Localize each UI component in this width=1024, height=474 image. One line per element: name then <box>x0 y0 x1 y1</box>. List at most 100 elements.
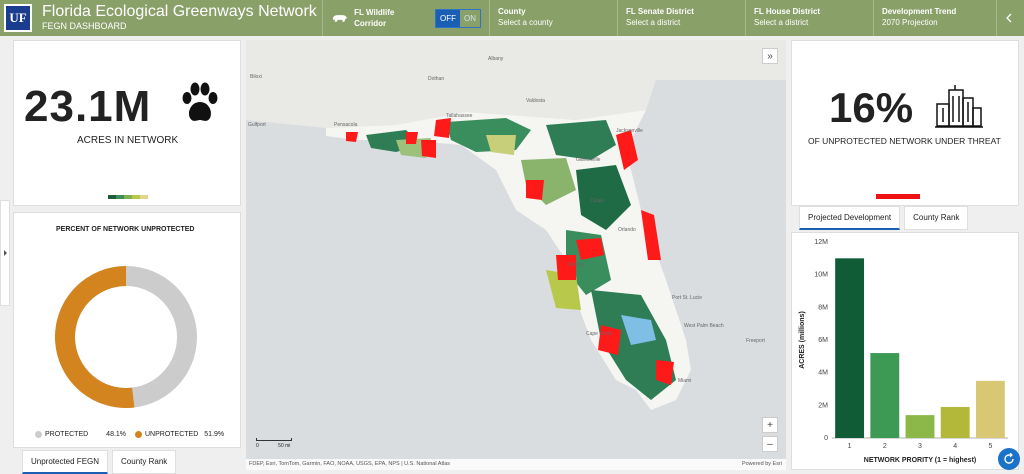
unprotected-value: 51.9% <box>204 431 225 438</box>
map-label: Gainesville <box>576 157 601 163</box>
legend-swatch <box>108 195 116 199</box>
map-label: West Palm Beach <box>684 323 724 329</box>
y-tick-label: 6M <box>818 337 828 344</box>
x-tick-label: 2 <box>883 443 887 450</box>
app-title: Florida Ecological Greenways Network <box>42 3 317 20</box>
map-label: Biloxi <box>250 74 262 80</box>
legend-swatch <box>140 195 148 199</box>
tab-unprotected-fegn[interactable]: Unprotected FEGN <box>22 450 109 474</box>
powered-by-esri[interactable]: Powered by Esri <box>741 461 782 467</box>
scale-line <box>256 438 292 441</box>
senate-label: FL Senate District <box>626 7 694 16</box>
acres-label: ACRES IN NETWORK <box>77 135 179 146</box>
toggle-on[interactable]: ON <box>460 9 480 27</box>
unprotected-label: UNPROTECTED <box>145 431 199 438</box>
senate-district-select[interactable]: FL Senate District Select a district <box>617 0 745 36</box>
projected-development-chart: 0 2M 4M 6M 8M 10M 12M 1 2 3 4 5 ACRES (millions) NETW… <box>799 239 1008 464</box>
wildlife-corridor-control: FL Wildlife Corridor OFF ON <box>322 0 489 36</box>
house-district-select[interactable]: FL House District Select a district <box>745 0 873 36</box>
logo-text: UF <box>4 4 32 32</box>
attribution-text: FDEP, Esri, TomTom, Garmin, FAO, NOAA, U… <box>249 461 451 467</box>
protected-value: 48.1% <box>106 431 127 438</box>
county-select[interactable]: County Select a county <box>489 0 617 36</box>
y-tick-label: 4M <box>818 370 828 377</box>
tab-projected-development[interactable]: Projected Development <box>799 206 901 230</box>
x-tick-label: 3 <box>918 443 922 450</box>
threat-bar <box>876 194 920 199</box>
refresh-icon <box>1004 453 1014 464</box>
x-axis-title: NETWORK PRORITY (1 = highest) <box>864 457 976 464</box>
uf-logo: UF <box>0 0 36 36</box>
map-label: Tampa <box>568 262 584 268</box>
y-tick-label: 8M <box>818 304 828 311</box>
toggle-off[interactable]: OFF <box>436 9 460 27</box>
tab-county-rank-right[interactable]: County Rank <box>904 206 969 230</box>
map-label: Freeport <box>746 338 765 344</box>
bear-icon <box>332 15 348 22</box>
right-tabs: Projected Development County Rank <box>799 206 972 230</box>
threat-value: 16% <box>829 84 914 131</box>
corridor-toggle[interactable]: OFF ON <box>435 8 481 28</box>
zoom-in-button[interactable]: + <box>762 417 778 433</box>
refresh-button[interactable] <box>998 448 1020 470</box>
x-tick-label: 5 <box>988 443 992 450</box>
county-placeholder: Select a county <box>498 18 553 27</box>
map-view[interactable]: Dothan Albany Valdosta Tallahassee Pensa… <box>246 40 786 470</box>
donut-unprotected-slice <box>55 266 135 408</box>
x-tick-label: 1 <box>848 443 852 450</box>
county-label: County <box>498 7 526 16</box>
map-label: Valdosta <box>526 98 546 104</box>
x-tick-label: 4 <box>953 443 957 450</box>
y-axis-title: ACRES (millions) <box>799 311 806 369</box>
paw-icon <box>182 82 218 121</box>
chevron-left-icon <box>1005 13 1011 23</box>
y-tick-label: 0 <box>824 435 828 442</box>
protected-swatch <box>35 431 42 438</box>
map-scale-bar: 0 50 mi <box>256 438 292 449</box>
map-label: Pensacola <box>334 122 358 128</box>
house-label: FL House District <box>754 7 821 16</box>
corridor-label: FL Wildlife Corridor <box>354 8 395 28</box>
map-label: Ocala <box>591 198 605 204</box>
map-label: Cape Coral <box>586 331 612 337</box>
florida-map <box>246 40 786 470</box>
map-label: Tallahassee <box>446 113 473 119</box>
map-label: Port St. Lucie <box>672 295 703 301</box>
unprotected-title: PERCENT OF NETWORK UNPROTECTED <box>56 226 195 233</box>
map-attribution: FDEP, Esri, TomTom, Garmin, FAO, NOAA, U… <box>246 459 786 470</box>
map-label: Gulfport <box>248 122 266 128</box>
bar-priority-1 <box>835 258 865 438</box>
left-panel-toggle[interactable] <box>0 200 10 306</box>
priority-legend-strip <box>108 195 148 199</box>
threat-label: OF UNPROTECTED NETWORK UNDER THREAT <box>808 136 1001 146</box>
unprotected-swatch <box>135 431 142 438</box>
scale-zero: 0 <box>256 443 259 449</box>
bar-priority-4 <box>940 406 970 438</box>
legend-swatch <box>124 195 132 199</box>
app-header: UF Florida Ecological Greenways Network … <box>0 0 1024 36</box>
trend-value: 2070 Projection <box>882 18 938 27</box>
map-label: Albany <box>488 56 504 62</box>
map-label: Dothan <box>428 76 445 82</box>
left-tabs: Unprotected FEGN County Rank <box>22 450 180 474</box>
chevron-right-icon <box>3 250 7 256</box>
development-trend-select[interactable]: Development Trend 2070 Projection <box>873 0 996 36</box>
legend-swatch <box>132 195 140 199</box>
unprotected-card <box>13 212 241 448</box>
trend-label: Development Trend <box>882 7 957 16</box>
tab-county-rank-left[interactable]: County Rank <box>112 450 177 474</box>
senate-placeholder: Select a district <box>626 18 681 27</box>
zoom-out-button[interactable]: – <box>762 436 778 452</box>
bar-priority-3 <box>905 415 935 438</box>
legend-unprotected: UNPROTECTED 51.9% <box>135 431 224 438</box>
collapse-header-button[interactable] <box>996 0 1020 36</box>
map-label: Jacksonville <box>616 128 643 134</box>
acres-card <box>13 40 241 206</box>
legend-protected: PROTECTED 48.1% <box>35 431 126 438</box>
y-tick-label: 2M <box>818 402 828 409</box>
map-label: Miami <box>678 378 692 384</box>
y-tick-label: 12M <box>814 239 828 246</box>
house-placeholder: Select a district <box>754 18 809 27</box>
map-menu-button[interactable]: » <box>762 48 778 64</box>
scale-label: 50 mi <box>278 443 291 449</box>
